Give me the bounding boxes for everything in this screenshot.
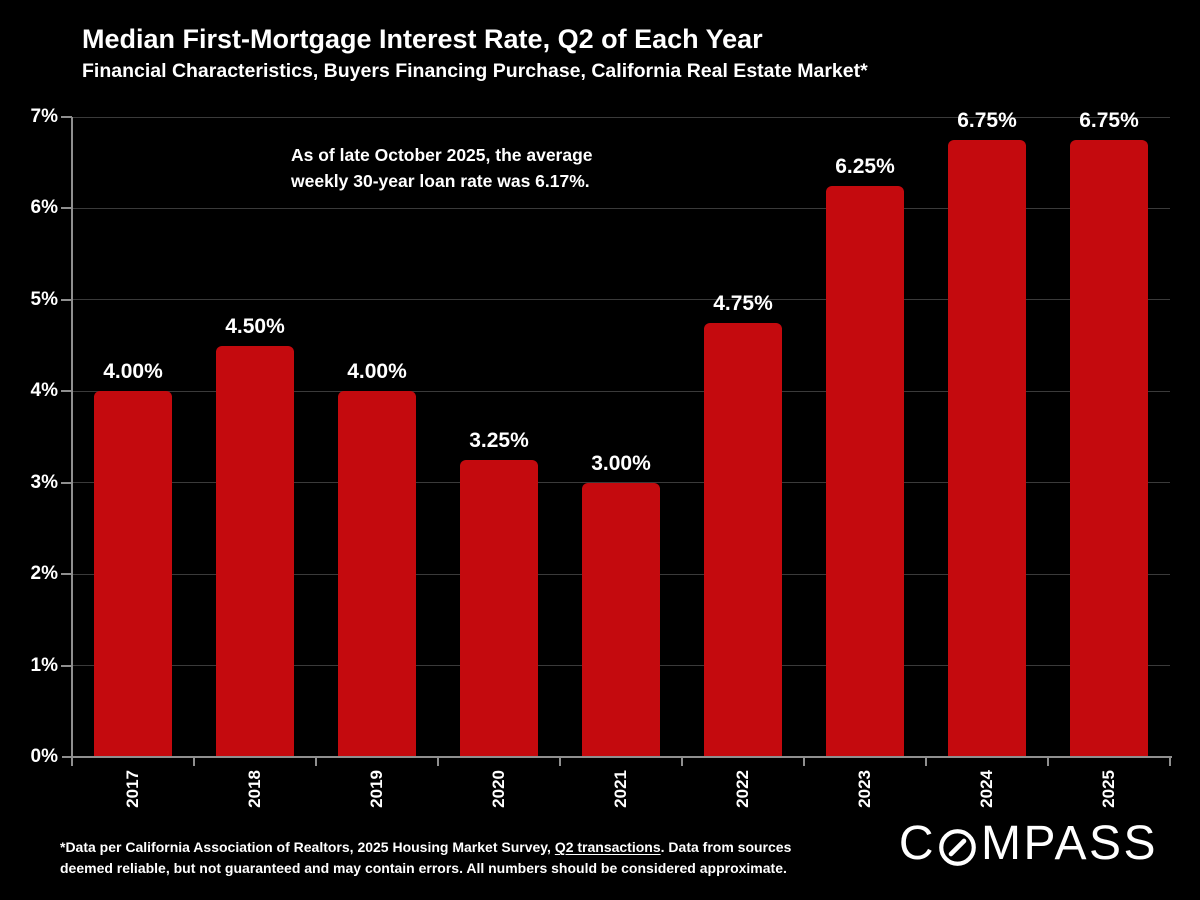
bar-2022 [704, 322, 782, 757]
x-axis-tick [71, 757, 73, 766]
y-axis-tick [61, 207, 72, 210]
compass-logo-text: MPASS [981, 817, 1158, 870]
y-axis-tick [61, 298, 72, 301]
bar-2025 [1070, 139, 1148, 757]
footnote-text: . Data from sources [660, 839, 792, 855]
x-axis-label-2019: 2019 [316, 770, 438, 832]
x-axis-tick [559, 757, 561, 766]
y-axis-tick [61, 664, 72, 667]
compass-o-needle-icon [939, 829, 976, 866]
x-axis-tick [315, 757, 317, 766]
bar-value-label-2023: 6.25% [835, 154, 895, 178]
y-axis-label: 5% [30, 288, 58, 310]
y-axis-label: 7% [30, 106, 58, 127]
x-axis-label-2018: 2018 [194, 770, 316, 832]
x-axis-label-text: 2021 [611, 770, 630, 808]
gridline-4pct [72, 390, 1170, 392]
footnote-line-2: deemed reliable, but not guaranteed and … [60, 860, 787, 876]
x-axis-tick [681, 757, 683, 766]
annotation-line-2: weekly 30-year loan rate was 6.17%. [291, 171, 590, 191]
gridline-6pct [72, 207, 1170, 209]
bar-value-label-2019: 4.00% [347, 360, 407, 384]
x-axis-label-2020: 2020 [438, 770, 560, 832]
page-title: Median First-Mortgage Interest Rate, Q2 … [82, 24, 763, 54]
plot-area: 4.00% 2017 4.50% 2018 4.00% 2019 3.25% 2020 3.00… [71, 109, 1171, 808]
gridline-3pct [72, 482, 1170, 484]
x-axis-tick [925, 757, 927, 766]
x-axis-label-text: 2024 [977, 770, 996, 808]
y-axis-tick [61, 481, 72, 484]
y-axis-label: 2% [30, 563, 58, 585]
annotation-note: As of late October 2025, the average wee… [291, 142, 593, 194]
x-axis-label-2022: 2022 [682, 770, 804, 832]
bar-value-label-2017: 4.00% [103, 360, 163, 384]
gridline-7pct [72, 116, 1170, 118]
footnote-link-q2-transactions[interactable]: Q2 transactions [554, 839, 661, 855]
y-axis-tick [61, 573, 72, 576]
x-axis-label-2017: 2017 [72, 770, 194, 832]
page-subtitle: Financial Characteristics, Buyers Financ… [82, 60, 868, 82]
bar-2018 [216, 345, 294, 757]
bar-value-label-2018: 4.50% [225, 314, 285, 338]
footnote-text: *Data per California Association of Real… [60, 839, 555, 855]
x-axis-label-text: 2017 [123, 770, 142, 808]
x-axis-tick [437, 757, 439, 766]
bar-2017 [94, 391, 172, 757]
y-axis-label: 1% [30, 654, 58, 676]
compass-logo-text: C [898, 817, 937, 870]
x-axis-line [62, 756, 1172, 758]
x-axis-tick [803, 757, 805, 766]
footnote-line-1: *Data per California Association of Real… [60, 837, 890, 858]
y-axis-tick [61, 390, 72, 393]
y-axis-label: 3% [30, 471, 58, 493]
x-axis-tick [193, 757, 195, 766]
bar-value-label-2024: 6.75% [957, 108, 1017, 132]
y-axis-label: 4% [30, 380, 58, 402]
bar-2021 [582, 482, 660, 757]
bar-value-label-2022: 4.75% [713, 291, 773, 315]
bar-2024 [948, 139, 1026, 757]
x-axis-label-text: 2018 [245, 770, 264, 808]
x-axis-label-text: 2025 [1099, 770, 1118, 808]
bar-2019 [338, 391, 416, 757]
annotation-line-1: As of late October 2025, the average [291, 145, 593, 165]
gridline-5pct [72, 299, 1170, 301]
x-axis-label-text: 2023 [855, 770, 874, 808]
bar-2020 [460, 459, 538, 757]
x-axis-label-text: 2019 [367, 770, 386, 808]
y-axis-tick [61, 116, 72, 118]
x-axis-label-text: 2022 [733, 770, 752, 808]
bar-value-label-2020: 3.25% [469, 428, 529, 452]
y-axis-label: 0% [30, 746, 58, 767]
y-axis-label: 6% [30, 197, 58, 219]
x-axis-label-text: 2020 [489, 770, 508, 808]
x-axis-tick [1047, 757, 1049, 766]
compass-logo: C MPASS [899, 820, 1158, 868]
footnote: *Data per California Association of Real… [60, 837, 890, 879]
x-axis-tick [1169, 757, 1171, 766]
bar-value-label-2025: 6.75% [1079, 108, 1139, 132]
bar-value-label-2021: 3.00% [591, 451, 651, 475]
bar-2023 [826, 185, 904, 757]
y-axis-line [71, 117, 73, 758]
x-axis-label-2021: 2021 [560, 770, 682, 832]
